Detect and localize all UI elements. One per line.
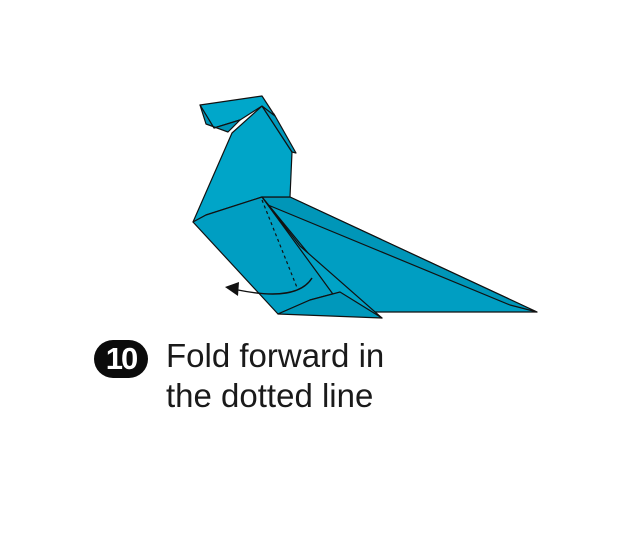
beak	[199, 104, 241, 133]
base-flap	[277, 291, 383, 319]
fold-arrow-icon	[225, 277, 313, 296]
origami-model	[192, 95, 538, 319]
step-caption: 10 Fold forward in the dotted line	[94, 336, 384, 416]
step-instruction: Fold forward in the dotted line	[166, 337, 385, 414]
dotted-fold-line	[261, 199, 299, 291]
step-number-badge: 10	[94, 340, 148, 378]
